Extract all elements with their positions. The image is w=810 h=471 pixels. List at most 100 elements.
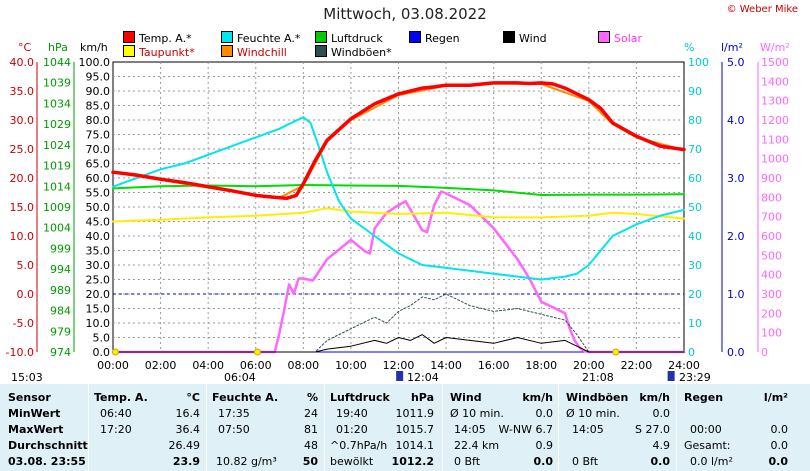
legend-wind-swatch bbox=[503, 31, 515, 43]
wind-tick-label: 5.0 bbox=[93, 332, 111, 345]
x-tick-label: 14:00 bbox=[430, 359, 462, 372]
temp-tick-label: 35.0 bbox=[10, 85, 35, 98]
pressure-tick-label: 999 bbox=[50, 242, 71, 255]
pressure-value: 1012.2 bbox=[391, 455, 434, 468]
gust-value: S 27.0 bbox=[635, 423, 670, 436]
wind-tick-label: 100.0 bbox=[79, 56, 111, 69]
pressure-tick-label: 1039 bbox=[43, 77, 71, 90]
wind-desc: 0 Bft bbox=[454, 455, 481, 468]
legend-temp: Temp. A.* bbox=[123, 31, 192, 45]
table-row-avg: Durchschnitt 26.49 48 ^0.7hPa/h 1014.1 2… bbox=[0, 437, 810, 453]
pressure-value: 1011.9 bbox=[395, 407, 435, 420]
column-divider bbox=[324, 384, 325, 471]
pressure-time: 01:20 bbox=[336, 423, 368, 436]
series-taupunkt-line bbox=[112, 207, 685, 223]
temp-tick-label: 30.0 bbox=[10, 114, 35, 127]
x-tick-label: 18:00 bbox=[525, 359, 557, 372]
solar-tick-label: 1500 bbox=[761, 56, 789, 69]
pressure-tick-label: 1019 bbox=[43, 160, 71, 173]
temp-value: 23.9 bbox=[172, 455, 200, 468]
x-tick-label: 12:00 bbox=[383, 359, 415, 372]
temp-tick-label: 10.0 bbox=[10, 230, 35, 243]
temp-tick-label: 5.0 bbox=[17, 259, 35, 272]
pressure-tick-label: 1014 bbox=[43, 180, 71, 193]
x-tick-label: 16:00 bbox=[478, 359, 510, 372]
humidity-value: 50 bbox=[302, 455, 318, 468]
row-label: Durchschnitt bbox=[8, 439, 88, 452]
column-divider bbox=[558, 384, 559, 471]
rain-value: 0.0 bbox=[768, 455, 789, 468]
x-tick-label: 08:00 bbox=[287, 359, 319, 372]
solar-tick-label: 1300 bbox=[761, 95, 789, 108]
wind-direction: W-NW 6.7 bbox=[498, 423, 554, 436]
wind-tick-label: 20.0 bbox=[86, 288, 111, 301]
wind-tick-label: 70.0 bbox=[86, 143, 111, 156]
solar-tick-label: 800 bbox=[761, 191, 782, 204]
wind-tick-label: 75.0 bbox=[86, 129, 111, 142]
series-temp-a-line bbox=[111, 81, 686, 201]
humidity-value: 48 bbox=[304, 439, 318, 452]
column-divider bbox=[676, 384, 677, 471]
wind-tick-label: 55.0 bbox=[86, 187, 111, 200]
legend-gusts-label: Windböen* bbox=[331, 46, 392, 59]
humidity-tick-label: 90 bbox=[688, 85, 702, 98]
pressure-tick-label: 1009 bbox=[43, 201, 71, 214]
stats-table: Sensor Temp. A. °C Feuchte A. % Luftdruc… bbox=[0, 384, 810, 471]
column-divider bbox=[442, 384, 443, 471]
legend-windchill-swatch bbox=[221, 45, 233, 57]
legend-pressure-label: Luftdruck bbox=[331, 32, 383, 45]
row-label: MaxWert bbox=[8, 423, 64, 436]
legend-dewpoint-swatch bbox=[123, 45, 135, 57]
wind-desc: 22.4 km bbox=[454, 439, 500, 452]
header-pressure: Luftdruck bbox=[330, 391, 390, 404]
wind-desc: Ø 10 min. bbox=[450, 407, 504, 420]
pressure-tick-label: 994 bbox=[50, 263, 71, 276]
x-tick-label: 24:00 bbox=[668, 359, 700, 372]
solar-tick-label: 400 bbox=[761, 269, 782, 282]
pressure-tick-label: 989 bbox=[50, 284, 71, 297]
sunset-time: 21:08 bbox=[582, 371, 614, 384]
sunset-marker bbox=[612, 348, 620, 356]
table-row-max: MaxWert 17:20 36.4 07:50 81 01:20 1015.7… bbox=[0, 421, 810, 437]
humidity-tick-label: 20 bbox=[688, 288, 702, 301]
moonset-time: 15:03 bbox=[11, 371, 43, 384]
pressure-tick-label: 1034 bbox=[43, 97, 71, 110]
humidity-tick-label: 60 bbox=[688, 172, 702, 185]
legend-solar: Solar bbox=[598, 31, 642, 45]
wind-tick-label: 95.0 bbox=[86, 71, 111, 84]
temp-value: 16.4 bbox=[175, 407, 201, 420]
noon-marker bbox=[396, 371, 404, 381]
header-humidity-unit: % bbox=[306, 391, 318, 404]
legend-pressure: Luftdruck bbox=[315, 31, 383, 45]
solar-tick-label: 1200 bbox=[761, 114, 789, 127]
wind-tick-label: 85.0 bbox=[86, 100, 111, 113]
chart-title: Mittwoch, 03.08.2022 bbox=[323, 5, 487, 23]
temp-time: 06:40 bbox=[100, 407, 132, 420]
sunrise-marker bbox=[253, 348, 261, 356]
solar-tick-label: 200 bbox=[761, 307, 782, 320]
wind-tick-label: 0.0 bbox=[93, 346, 111, 359]
humidity-tick-label: 80 bbox=[688, 114, 702, 127]
sky-condition: bewölkt bbox=[330, 455, 374, 468]
pressure-value: 1015.7 bbox=[395, 423, 435, 436]
gust-desc: Ø 10 min. bbox=[566, 407, 620, 420]
wind-value: 0.0 bbox=[535, 407, 554, 420]
wind-tick-label: 40.0 bbox=[86, 230, 111, 243]
solar-tick-label: 1000 bbox=[761, 153, 789, 166]
pressure-tick-label: 979 bbox=[50, 325, 71, 338]
header-sensor: Sensor bbox=[8, 391, 51, 404]
legend-rain-label: Regen bbox=[425, 32, 460, 45]
table-row-min: MinWert 06:40 16.4 17:35 24 19:40 1011.9… bbox=[0, 405, 810, 421]
rain-tick-label: 0.0 bbox=[727, 346, 745, 359]
header-rain-unit: l/m² bbox=[763, 391, 788, 404]
legend-windchill-label: Windchill bbox=[237, 46, 287, 59]
series-solar-line bbox=[111, 190, 686, 354]
wind-tick-label: 45.0 bbox=[86, 216, 111, 229]
header-gusts: Windböen bbox=[566, 391, 629, 404]
wind-tick-label: 65.0 bbox=[86, 158, 111, 171]
legend-rain: Regen bbox=[409, 31, 460, 45]
solar-tick-label: 500 bbox=[761, 249, 782, 262]
x-tick-label: 02:00 bbox=[145, 359, 177, 372]
header-gusts-unit: km/h bbox=[639, 391, 670, 404]
wind-tick-label: 15.0 bbox=[86, 303, 111, 316]
